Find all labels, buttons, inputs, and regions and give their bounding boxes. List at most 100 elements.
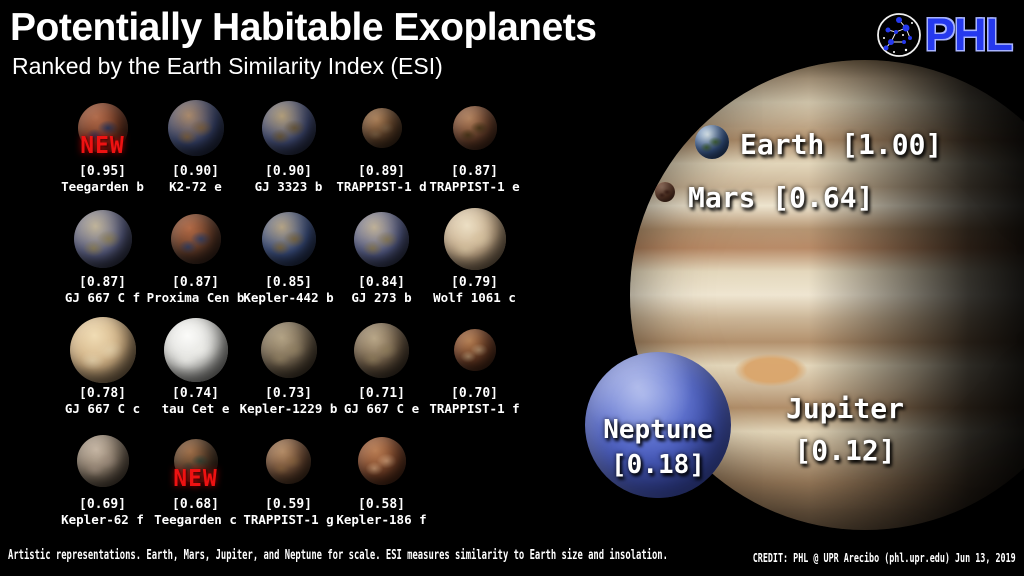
exoplanet-name: TRAPPIST-1 g [243,512,334,527]
exoplanet-esi: [0.69] [79,497,126,512]
mars-sphere [655,182,675,202]
exoplanet-name: Kepler-442 b [243,290,334,305]
exoplanet-name: tau Cet e [161,401,230,416]
mars-label: Mars [0.64] [688,181,874,214]
exoplanet-esi: [0.90] [172,164,219,179]
sphere-box [361,94,402,162]
exoplanet-name: Kepler-62 f [61,512,144,527]
footnote: Artistic representations. Earth, Mars, J… [8,548,668,563]
exoplanet-sphere [266,438,311,484]
exoplanet-name: Kepler-1229 b [239,401,338,416]
exoplanet-name: GJ 667 C f [64,290,141,305]
phl-logo: PHL [876,9,1013,61]
exoplanet-sphere [260,322,317,378]
exoplanet-item: [0.78] GJ 667 C c [56,316,149,427]
exoplanet-item: [0.74] tau Cet e [149,316,242,427]
exoplanet-grid: NEW [0.95] Teegarden b [0.90] K2-72 e [0.90] G… [56,94,522,538]
new-badge: NEW [80,133,125,159]
exoplanet-item: [0.87] TRAPPIST-1 e [428,94,521,205]
exoplanet-item: [0.70] TRAPPIST-1 f [428,316,521,427]
neptune-name: Neptune [603,415,713,445]
exoplanet-item: [0.87] GJ 667 C f [56,205,149,316]
exoplanet-esi: [0.87] [172,275,219,290]
sphere-box [354,205,409,273]
exoplanet-name: GJ 667 C c [64,401,141,416]
neptune-esi: [0.18] [611,450,705,480]
exoplanet-sphere [453,329,496,371]
sphere-box [73,205,132,273]
exoplanet-item: [0.58] Kepler-186 f [335,427,428,538]
exoplanet-name: TRAPPIST-1 e [429,179,520,194]
jupiter-esi: [0.12] [794,434,896,467]
exoplanet-item: NEW [0.68] Teegarden c [149,427,242,538]
exoplanet-item: [0.84] GJ 273 b [335,205,428,316]
exoplanet-item: [0.73] Kepler-1229 b [239,316,338,427]
exoplanet-item: [0.85] Kepler-442 b [242,205,335,316]
exoplanet-sphere [170,214,221,264]
exoplanet-esi: [0.79] [451,275,498,290]
exoplanet-esi: [0.90] [265,164,312,179]
jupiter-label: Jupiter [0.12] [783,388,907,472]
exoplanet-sphere [354,211,409,267]
exoplanet-esi: [0.68] [172,497,219,512]
network-globe-icon [877,13,921,57]
earth-sphere [695,125,729,159]
exoplanet-esi: [0.89] [358,164,405,179]
exoplanet-sphere [73,210,132,268]
sphere-box [266,427,311,495]
sphere-box [69,316,136,384]
phl-logo-text: PHL [925,9,1013,60]
exoplanet-item: NEW [0.95] Teegarden b [56,94,149,205]
exoplanet-item: [0.69] Kepler-62 f [56,427,149,538]
exoplanet-name: GJ 3323 b [254,179,323,194]
exoplanet-name: GJ 273 b [351,290,412,305]
page-title: Potentially Habitable Exoplanets [10,6,597,49]
exoplanet-name: Proxima Cen b [146,290,245,305]
exoplanet-sphere [354,322,409,378]
exoplanet-item: [0.79] Wolf 1061 c [428,205,521,316]
exoplanet-name: GJ 667 C e [343,401,420,416]
sphere-box [354,316,409,384]
new-badge: NEW [173,466,218,492]
sphere-box [260,316,317,384]
sphere-box [167,94,224,162]
sphere-box [452,94,497,162]
exoplanet-sphere [261,212,316,266]
sphere-box [453,316,496,384]
exoplanet-sphere [163,318,228,382]
exoplanet-sphere [76,435,129,487]
exoplanet-name: TRAPPIST-1 d [336,179,427,194]
exoplanet-esi: [0.70] [451,386,498,401]
exoplanet-sphere [452,106,497,150]
exoplanet-sphere [361,108,402,148]
exoplanet-sphere [443,208,506,270]
sphere-box [77,94,128,162]
exoplanet-sphere [261,101,316,155]
exoplanet-name: Wolf 1061 c [433,290,516,305]
exoplanet-esi: [0.87] [451,164,498,179]
exoplanet-esi: [0.85] [265,275,312,290]
exoplanet-esi: [0.74] [172,386,219,401]
exoplanet-esi: [0.73] [265,386,312,401]
exoplanet-sphere [173,439,218,483]
sphere-box [173,427,218,495]
exoplanet-name: Teegarden c [154,512,237,527]
exoplanet-esi: [0.71] [358,386,405,401]
credit-line: CREDIT: PHL @ UPR Arecibo (phl.upr.edu) … [753,551,1016,565]
sphere-box [443,205,506,273]
exoplanet-esi: [0.58] [358,497,405,512]
exoplanet-name: Kepler-186 f [336,512,427,527]
exoplanet-sphere [167,100,224,156]
exoplanet-sphere [69,317,136,383]
earth-label: Earth [1.00] [740,128,943,161]
neptune-sphere [585,352,731,498]
sphere-box [261,205,316,273]
sphere-box [261,94,316,162]
sphere-box [357,427,406,495]
exoplanet-name: Teegarden b [61,179,144,194]
exoplanet-item: [0.71] GJ 667 C e [335,316,428,427]
exoplanet-item: [0.90] K2-72 e [149,94,242,205]
sphere-box [76,427,129,495]
neptune-label: Neptune [0.18] [598,413,718,483]
